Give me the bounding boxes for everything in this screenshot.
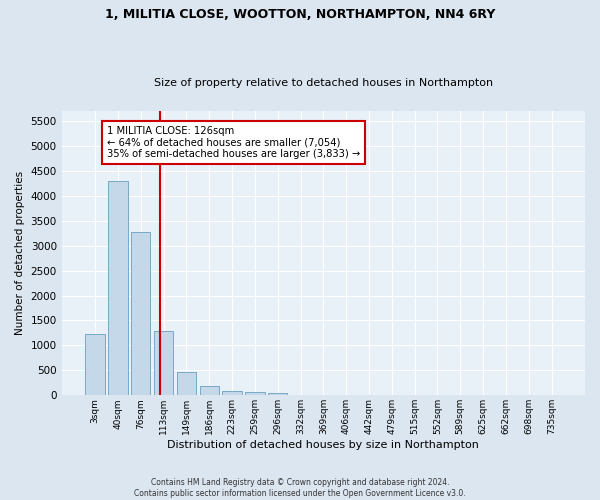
Bar <box>223 390 242 396</box>
Bar <box>131 232 151 396</box>
Bar <box>108 181 128 396</box>
Bar <box>268 394 287 396</box>
Title: Size of property relative to detached houses in Northampton: Size of property relative to detached ho… <box>154 78 493 88</box>
Text: 1 MILITIA CLOSE: 126sqm
← 64% of detached houses are smaller (7,054)
35% of semi: 1 MILITIA CLOSE: 126sqm ← 64% of detache… <box>107 126 360 159</box>
Bar <box>200 386 219 396</box>
Y-axis label: Number of detached properties: Number of detached properties <box>15 171 25 335</box>
Bar <box>85 334 105 396</box>
Text: Contains HM Land Registry data © Crown copyright and database right 2024.
Contai: Contains HM Land Registry data © Crown c… <box>134 478 466 498</box>
Bar <box>177 372 196 396</box>
Bar <box>154 331 173 396</box>
Text: 1, MILITIA CLOSE, WOOTTON, NORTHAMPTON, NN4 6RY: 1, MILITIA CLOSE, WOOTTON, NORTHAMPTON, … <box>105 8 495 20</box>
X-axis label: Distribution of detached houses by size in Northampton: Distribution of detached houses by size … <box>167 440 479 450</box>
Bar <box>245 392 265 396</box>
